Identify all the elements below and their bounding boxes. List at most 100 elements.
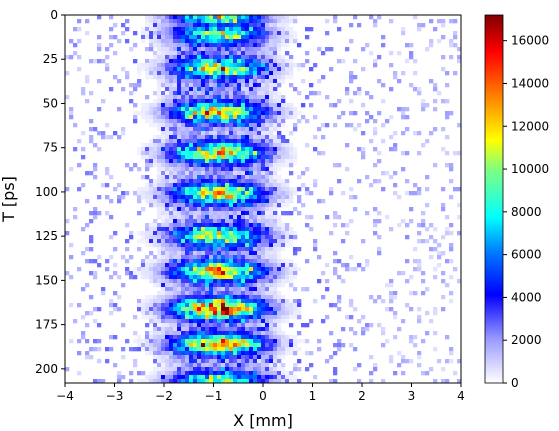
heatmap-cell <box>445 379 450 383</box>
heatmap-cell <box>233 167 238 172</box>
heatmap-cell <box>101 131 106 136</box>
heatmap-cell <box>93 275 98 280</box>
heatmap-cell <box>69 275 74 280</box>
heatmap-cell <box>193 275 198 280</box>
heatmap-cell <box>105 183 110 188</box>
heatmap-cell <box>225 359 230 364</box>
heatmap-cell <box>261 247 266 252</box>
heatmap-cell <box>217 75 222 80</box>
heatmap-cell <box>389 299 394 304</box>
heatmap-cell <box>289 171 294 176</box>
heatmap-cell <box>101 135 106 140</box>
heatmap-cell <box>77 267 82 272</box>
heatmap-cell <box>189 275 194 280</box>
heatmap-cell <box>193 159 198 164</box>
heatmap-cell <box>253 23 258 28</box>
heatmap-cell <box>189 363 194 368</box>
heatmap-cell <box>221 331 226 336</box>
heatmap-cell <box>229 51 234 56</box>
heatmap-cell <box>209 355 214 360</box>
heatmap-cell <box>177 191 182 196</box>
heatmap-cell <box>197 323 202 328</box>
heatmap-cell <box>197 59 202 64</box>
heatmap-cell <box>273 15 278 20</box>
heatmap-cell <box>169 347 174 352</box>
heatmap-cell <box>241 199 246 204</box>
heatmap-cell <box>113 307 118 312</box>
heatmap-cell <box>213 295 218 300</box>
heatmap-cell <box>169 59 174 64</box>
heatmap-cell <box>225 35 230 40</box>
heatmap-cell <box>253 211 258 216</box>
heatmap-cell <box>381 171 386 176</box>
heatmap-cell <box>173 179 178 184</box>
heatmap-cell <box>269 375 274 380</box>
heatmap-cell <box>141 371 146 376</box>
heatmap-cell <box>169 267 174 272</box>
heatmap-cell <box>189 295 194 300</box>
heatmap-cell <box>417 27 422 32</box>
heatmap-cell <box>225 295 230 300</box>
heatmap-cell <box>205 47 210 52</box>
heatmap-cell <box>225 27 230 32</box>
heatmap-cell <box>105 195 110 200</box>
heatmap-cell <box>173 231 178 236</box>
heatmap-cell <box>205 159 210 164</box>
heatmap-cell <box>217 299 222 304</box>
heatmap-cell <box>97 255 102 260</box>
heatmap-cell <box>181 183 186 188</box>
heatmap-cell <box>205 239 210 244</box>
heatmap-cell <box>189 187 194 192</box>
heatmap-cell <box>189 271 194 276</box>
heatmap-cell <box>381 83 386 88</box>
heatmap-cell <box>225 263 230 268</box>
heatmap-cell <box>285 263 290 268</box>
heatmap-cell <box>453 371 458 376</box>
heatmap-cell <box>217 315 222 320</box>
heatmap-cell <box>217 179 222 184</box>
heatmap-cell <box>245 255 250 260</box>
heatmap-cell <box>197 315 202 320</box>
heatmap-cell <box>233 47 238 52</box>
heatmap-cell <box>305 223 310 228</box>
heatmap-cell <box>425 287 430 292</box>
heatmap-cell <box>209 199 214 204</box>
heatmap-cell <box>221 179 226 184</box>
heatmap-cell <box>257 223 262 228</box>
heatmap-cell <box>181 191 186 196</box>
heatmap-cell <box>165 331 170 336</box>
heatmap-cell <box>269 171 274 176</box>
heatmap-cell <box>265 159 270 164</box>
heatmap-cell <box>249 151 254 156</box>
heatmap-cell <box>237 315 242 320</box>
heatmap-cell <box>213 51 218 56</box>
heatmap-cell <box>97 107 102 112</box>
heatmap-cell <box>157 59 162 64</box>
heatmap-cell <box>345 143 350 148</box>
heatmap-cell <box>217 291 222 296</box>
heatmap-cell <box>69 39 74 44</box>
heatmap-cell <box>169 259 174 264</box>
heatmap-cell <box>265 27 270 32</box>
heatmap-cell <box>241 15 246 20</box>
heatmap-cell <box>205 323 210 328</box>
heatmap-cell <box>177 243 182 248</box>
heatmap-cell <box>193 87 198 92</box>
heatmap-cell <box>173 35 178 40</box>
heatmap-cell <box>333 351 338 356</box>
heatmap-cell <box>253 87 258 92</box>
heatmap-cell <box>269 235 274 240</box>
heatmap-cell <box>241 263 246 268</box>
heatmap-cell <box>85 339 90 344</box>
heatmap-cell <box>241 259 246 264</box>
heatmap-cell <box>245 295 250 300</box>
heatmap-cell <box>453 31 458 36</box>
heatmap-cell <box>353 331 358 336</box>
heatmap-cell <box>273 291 278 296</box>
heatmap-cell <box>205 131 210 136</box>
heatmap-cell <box>313 247 318 252</box>
heatmap-cell <box>253 111 258 116</box>
heatmap-cell <box>225 187 230 192</box>
heatmap-cell <box>237 43 242 48</box>
heatmap-cell <box>449 347 454 352</box>
